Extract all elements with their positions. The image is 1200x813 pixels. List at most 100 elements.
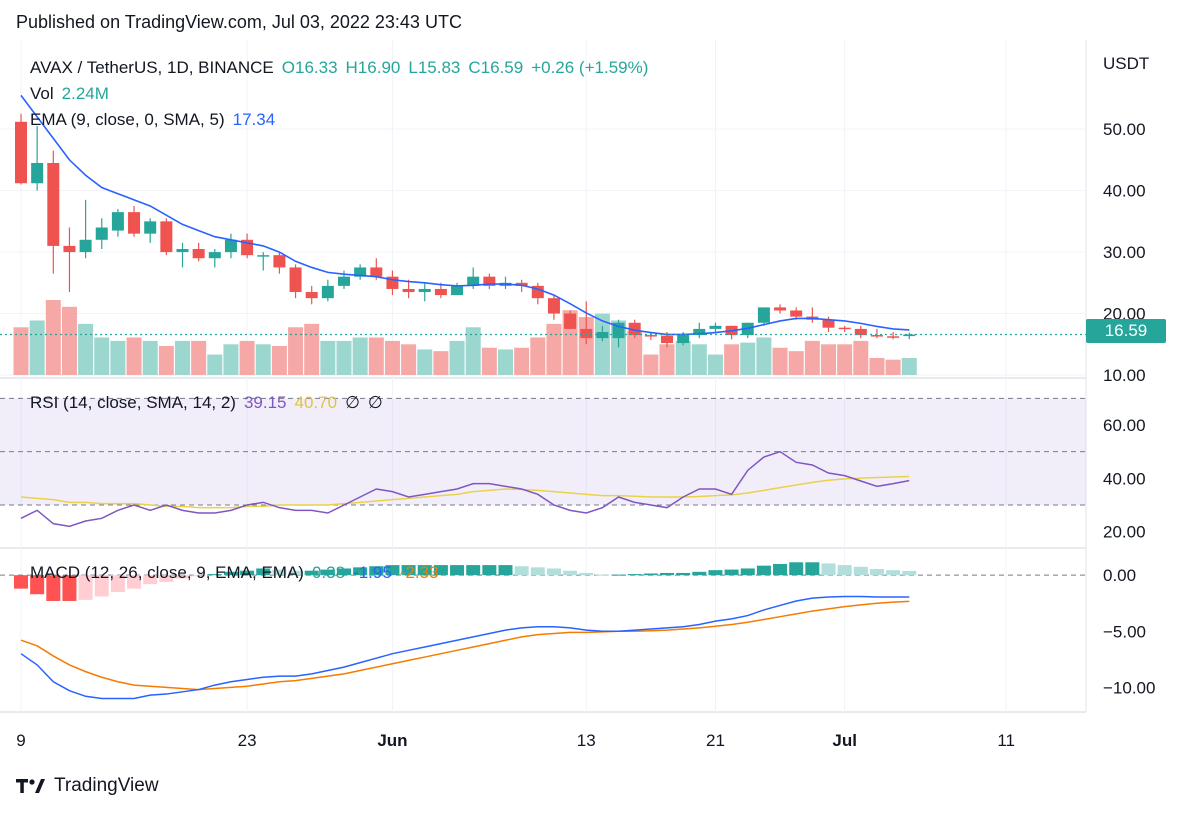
rsi-legend: RSI (14, close, SMA, 14, 2) 39.15 40.70 ∅ ∅ [30,393,391,413]
ohlc-low: L15.83 [408,58,461,77]
macd-histogram-bar [288,570,303,576]
candle-body [838,327,851,330]
symbol-title: AVAX / TetherUS, 1D, BINANCE [30,58,274,77]
candle-body [31,162,44,184]
candle-body [370,267,383,277]
macd-histogram-bar [272,569,287,576]
ema-value: 17.34 [232,110,276,129]
volume-bar [288,327,304,375]
candle-body [47,162,60,246]
volume-bar [45,300,61,375]
rsi-sma-value: 40.70 [294,393,338,412]
macd-histogram-bar [756,565,771,576]
macd-line [20,595,910,700]
macd-histogram-bar [256,568,271,576]
candle-body [354,267,367,277]
volume-bar [546,323,562,375]
volume-bar [449,340,465,375]
symbol-legend: AVAX / TetherUS, 1D, BINANCE O16.33 H16.90… [30,58,656,78]
candle-body [176,249,189,253]
time-tick-label: 13 [577,731,596,750]
volume-bar [901,357,917,375]
rsi-value: 39.15 [243,393,287,412]
volume-bar [481,347,497,375]
candle-body [628,322,641,336]
macd-histogram-bar [207,574,222,576]
volume-bar [659,344,675,375]
macd-histogram-bar [143,575,158,585]
price-tick-label: 30.00 [1103,243,1146,262]
macd-histogram-bar [773,563,788,576]
macd-histogram-bar [853,566,868,576]
tradingview-brand[interactable]: TradingView [16,775,159,797]
macd-signal-line [20,600,910,691]
macd-histogram-bar [805,562,820,576]
candle-body [402,288,415,293]
volume-bar [304,323,320,375]
volume-bar [368,337,384,375]
price-tick-label: 10.00 [1103,366,1146,385]
rsi-pane [0,397,1086,528]
macd-histogram-bar [94,575,109,597]
candle-body [273,255,286,268]
volume-bar [61,306,77,375]
macd-histogram-bar [498,565,513,576]
ema-label: EMA (9, close, 0, SMA, 5) [30,110,225,129]
volume-bar [126,337,142,375]
macd-signal-value: -2.33 [399,563,439,582]
time-tick-label: 21 [706,731,725,750]
volume-bar [756,337,772,375]
macd-histogram-bar [369,566,384,576]
candle-body [661,335,673,344]
volume-bar [223,344,239,375]
candle-body [192,249,205,259]
macd-histogram-bar [417,565,432,576]
macd-histogram-bar [595,574,610,576]
macd-tick-label: 0.00 [1103,566,1136,585]
macd-value: -1.95 [353,563,392,582]
volume-bar [627,330,643,375]
macd-histogram-bar [30,575,45,595]
volume-bar [94,337,110,375]
volume-bar [78,323,94,375]
volume-legend: Vol 2.24M [30,84,117,104]
macd-hist-value: 0.38 [311,563,346,582]
volume-bar [514,347,530,375]
volume-bar [433,351,449,375]
macd-histogram-bar [14,575,28,589]
candle-body [547,298,560,314]
price-tick-label: 40.00 [1103,182,1146,201]
candle-body [111,212,124,231]
volume-label: Vol [30,84,54,103]
volume-bar [530,337,546,375]
macd-histogram-bar [789,562,804,576]
macd-histogram-bar [78,575,93,600]
macd-histogram-bar [530,567,545,576]
volume-bars [13,300,917,375]
candle-body [257,255,270,257]
volume-bar [594,313,610,375]
macd-histogram-bar [240,570,255,576]
candle-body [15,121,27,184]
volume-bar [643,354,659,375]
macd-histogram-bar [62,575,77,601]
macd-histogram-bar [433,565,448,576]
volume-bar [207,354,223,375]
macd-histogram-bar [337,568,351,576]
grid-lines [0,40,1087,713]
candle-body [338,276,350,286]
macd-histogram-bar [385,565,400,576]
macd-histogram-bar [46,575,61,601]
volume-bar [158,346,174,375]
macd-histogram-bar [611,574,626,576]
ema-legend: EMA (9, close, 0, SMA, 5) 17.34 [30,110,283,130]
macd-histogram-bar [401,565,416,576]
macd-histogram-bar [304,570,319,576]
macd-histogram-bar [450,565,465,576]
ohlc-high: H16.90 [345,58,401,77]
macd-histogram-bar [708,570,723,576]
macd-histogram-bar [676,572,691,576]
macd-histogram-bar [740,568,755,576]
candle-body [208,252,221,259]
